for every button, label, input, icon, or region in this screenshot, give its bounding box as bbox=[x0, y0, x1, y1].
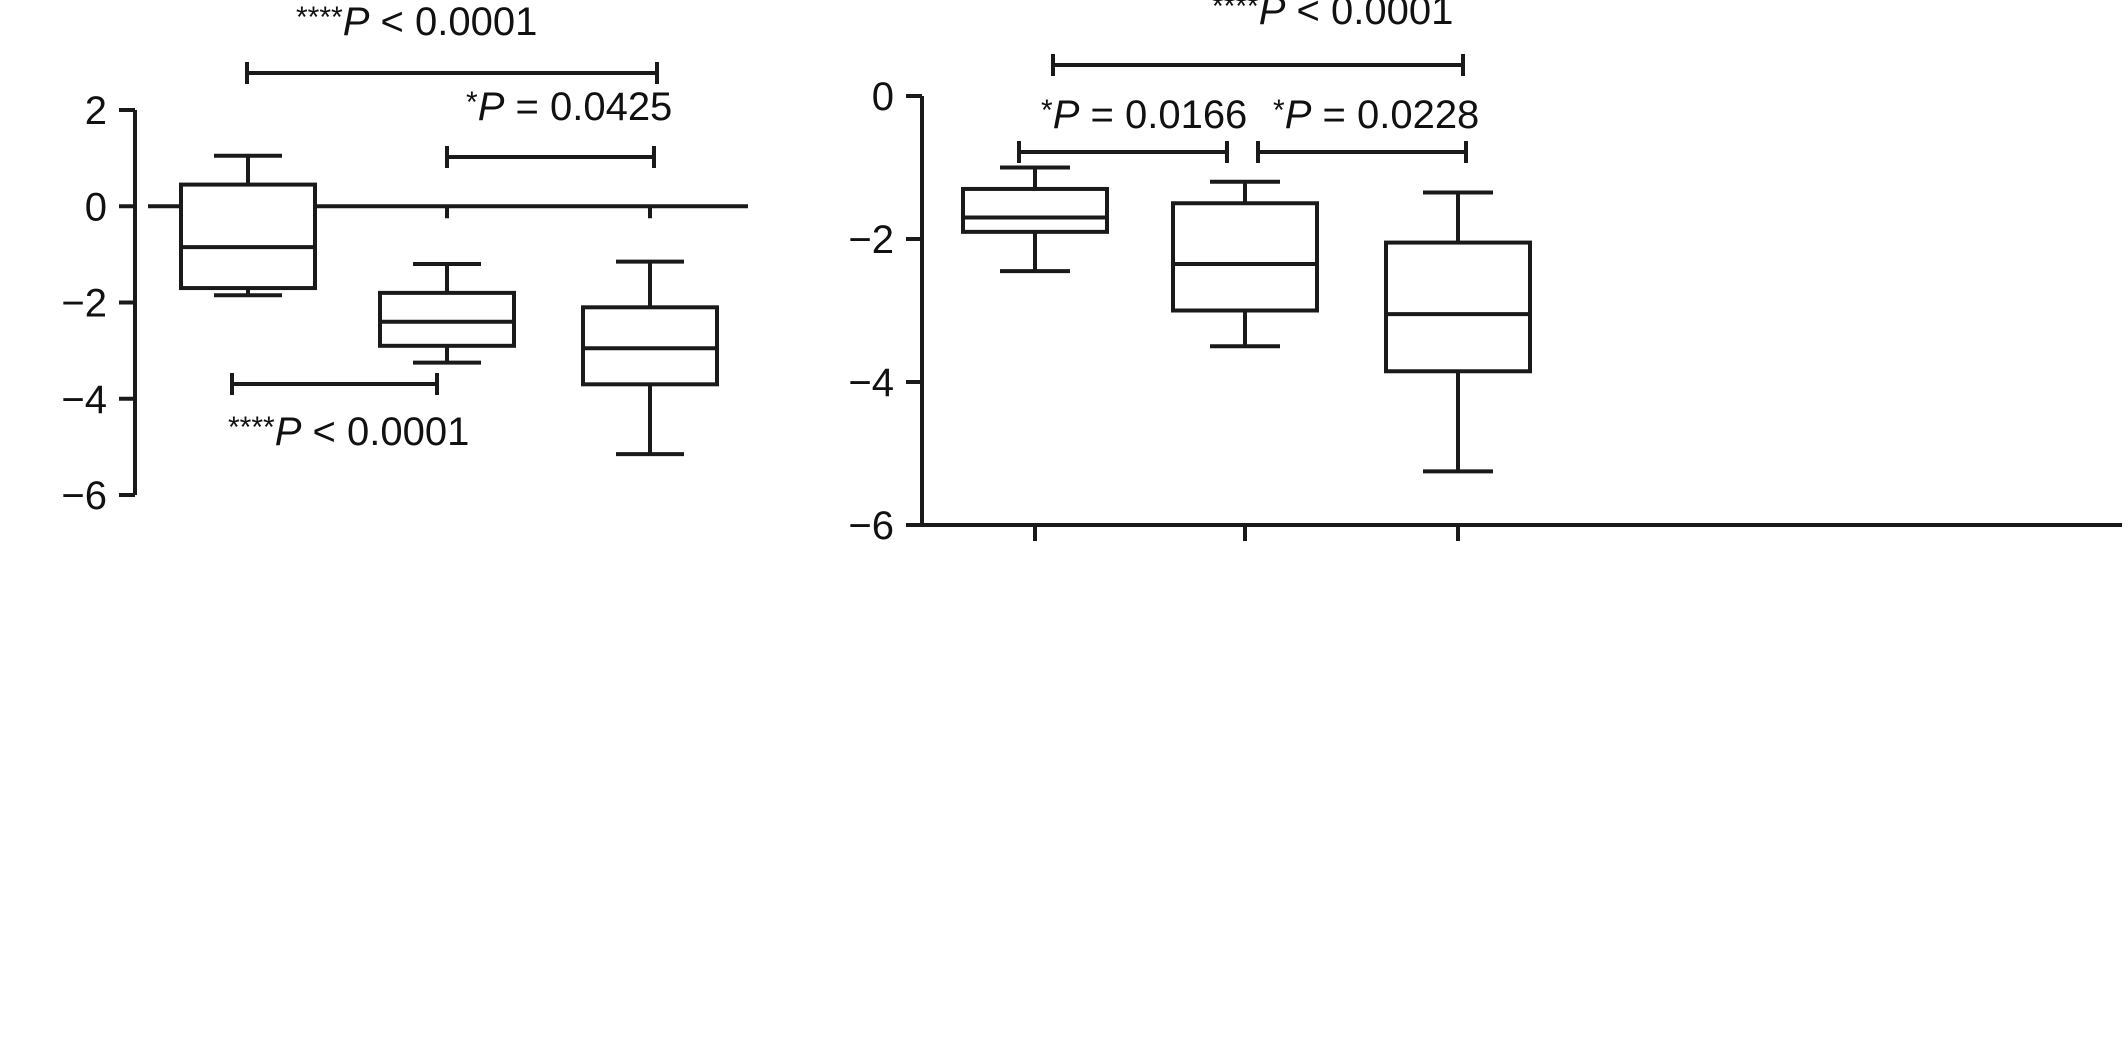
significance-stars: * bbox=[1041, 94, 1053, 127]
significance-bracket: ****P < 0.0001 bbox=[228, 373, 469, 454]
y-tick-label: −6 bbox=[61, 474, 107, 518]
panel-a: 20−2−4−6****P < 0.0001*P = 0.0425****P <… bbox=[61, 0, 748, 518]
p-symbol: P bbox=[1053, 93, 1080, 137]
y-tick-label: −4 bbox=[61, 378, 107, 422]
p-value-text: < 0.0001 bbox=[301, 410, 469, 454]
significance-stars: * bbox=[466, 86, 478, 119]
y-tick-label: −4 bbox=[848, 361, 894, 405]
box-2 bbox=[1384, 190, 1532, 474]
p-symbol: P bbox=[478, 85, 505, 129]
iqr-box bbox=[1171, 201, 1319, 313]
p-value-text: < 0.0001 bbox=[1285, 0, 1453, 33]
p-value-text: = 0.0166 bbox=[1079, 93, 1247, 137]
p-symbol: P bbox=[275, 410, 302, 454]
p-value-label: *P = 0.0228 bbox=[1273, 93, 1479, 137]
panel-b: 0−2−4−6****P < 0.0001*P = 0.0166 *P = 0.0… bbox=[848, 0, 2122, 548]
p-value-text: < 0.0001 bbox=[369, 0, 537, 44]
p-value-label: ****P < 0.0001 bbox=[296, 0, 537, 44]
y-tick-label: −6 bbox=[848, 504, 894, 548]
significance-stars: * bbox=[1273, 94, 1285, 127]
p-value-text: = 0.0228 bbox=[1311, 93, 1479, 137]
y-tick-label: 2 bbox=[85, 89, 107, 133]
significance-bracket: *P = 0.0166 bbox=[1017, 93, 1247, 163]
p-symbol: P bbox=[1259, 0, 1286, 33]
y-tick-label: 0 bbox=[85, 185, 107, 229]
significance-bracket: *P = 0.0425 bbox=[445, 85, 672, 168]
p-symbol: P bbox=[343, 0, 370, 44]
box-1 bbox=[1171, 179, 1319, 349]
iqr-box bbox=[961, 186, 1109, 234]
y-tick-label: 0 bbox=[872, 75, 894, 119]
significance-stars: **** bbox=[228, 411, 275, 444]
p-value-text: = 0.0425 bbox=[504, 85, 672, 129]
iqr-box bbox=[581, 305, 719, 387]
box-2 bbox=[581, 259, 719, 457]
p-value-label: *P = 0.0425 bbox=[466, 85, 672, 129]
p-symbol: P bbox=[1285, 93, 1312, 137]
significance-bracket: ****P < 0.0001 bbox=[1051, 0, 1465, 76]
y-tick-label: −2 bbox=[848, 218, 894, 262]
box-0 bbox=[179, 153, 317, 298]
p-value-label: ****P < 0.0001 bbox=[228, 410, 469, 454]
significance-stars: **** bbox=[296, 1, 343, 34]
iqr-box bbox=[179, 182, 317, 291]
iqr-box bbox=[378, 290, 516, 348]
box-1 bbox=[378, 262, 516, 365]
significance-bracket: *P = 0.0228 bbox=[1256, 93, 1479, 163]
significance-bracket: ****P < 0.0001 bbox=[245, 0, 659, 84]
y-tick-label: −2 bbox=[61, 282, 107, 326]
box-0 bbox=[961, 165, 1109, 274]
p-value-label: ****P < 0.0001 bbox=[1212, 0, 1453, 33]
p-value-label: *P = 0.0166 bbox=[1041, 93, 1247, 137]
iqr-box bbox=[1384, 240, 1532, 374]
significance-stars: **** bbox=[1212, 0, 1259, 23]
